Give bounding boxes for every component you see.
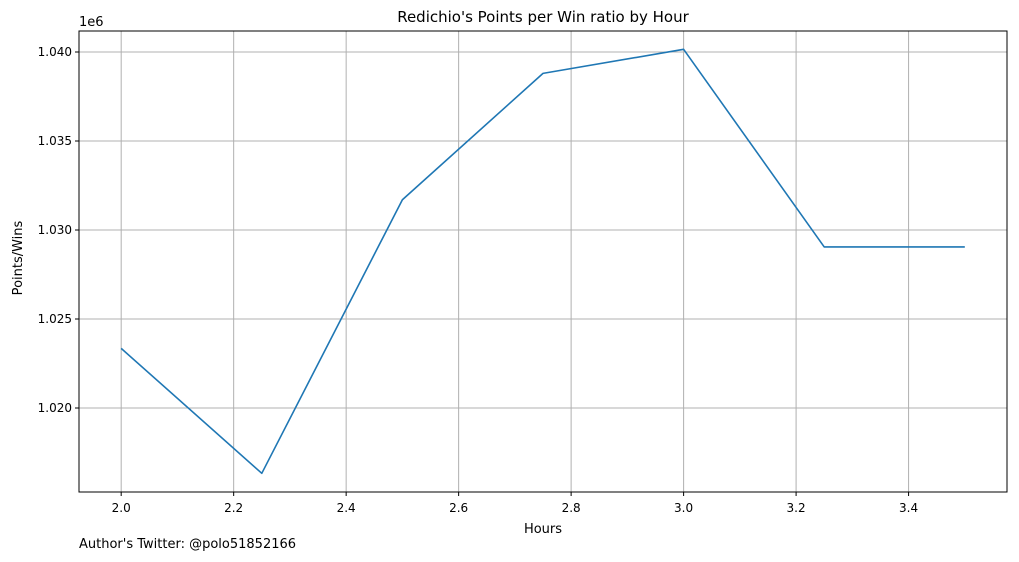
x-axis-label: Hours — [524, 522, 562, 537]
x-tick-label: 3.0 — [674, 501, 693, 515]
series-lines — [120, 48, 965, 475]
x-tick-label: 3.2 — [787, 501, 806, 515]
x-tick-label: 2.2 — [224, 501, 243, 515]
y-axis-label: Points/Wins — [11, 220, 26, 295]
grid-lines — [79, 31, 1007, 492]
x-tick-label: 2.4 — [337, 501, 356, 515]
axis-ticks: 2.0 2.2 2.4 2.6 2.8 3.0 3.2 3.4 1.020 1.025 1.030 1… — [38, 45, 918, 515]
x-tick-label: 2.8 — [562, 501, 581, 515]
x-tick-label: 3.4 — [899, 501, 918, 515]
y-tick-label: 1.030 — [38, 223, 72, 237]
x-tick-label: 2.0 — [112, 501, 131, 515]
plot-frame — [78, 30, 1008, 493]
chart-title: Redichio's Points per Win ratio by Hour — [397, 8, 689, 26]
author-credit: Author's Twitter: @polo51852166 — [79, 537, 297, 552]
series-line — [120, 48, 965, 475]
y-tick-label: 1.025 — [38, 312, 72, 326]
y-tick-label: 1.035 — [38, 134, 72, 148]
y-tick-label: 1.020 — [38, 401, 72, 415]
x-tick-label: 2.6 — [449, 501, 468, 515]
y-tick-label: 1.040 — [38, 45, 72, 59]
y-axis-offset-label: 1e6 — [79, 15, 104, 30]
